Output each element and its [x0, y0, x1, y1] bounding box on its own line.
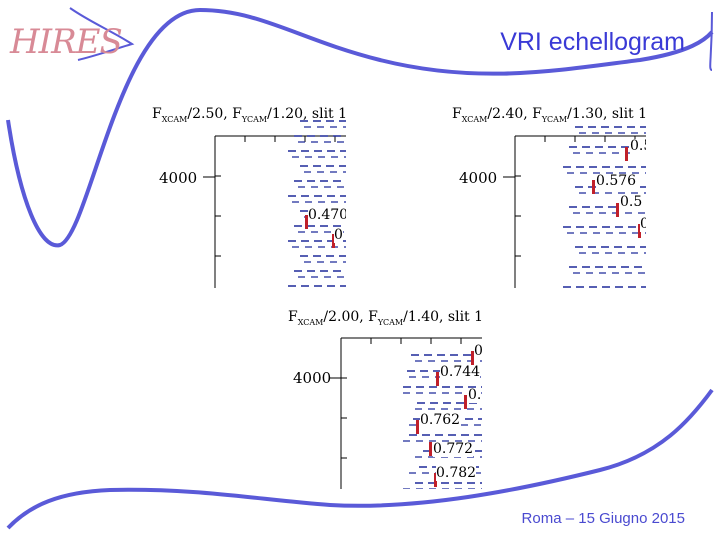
order-label: 0	[334, 227, 343, 243]
echellogram-plot	[503, 126, 646, 288]
echellogram-plot	[329, 337, 482, 489]
order-marker	[592, 180, 595, 194]
arrow-swoosh-curve	[69, 7, 135, 61]
order-marker	[416, 420, 419, 434]
panel-title: FXCAM/2.50, FYCAM/1.20, slit 11	[152, 106, 346, 124]
panel-title: FXCAM/2.00, FYCAM/1.40, slit 11	[288, 309, 482, 327]
order-label: 0.772	[433, 441, 474, 457]
order-marker	[332, 234, 335, 248]
y-tick-label: 4000	[459, 169, 498, 187]
order-marker	[434, 473, 437, 487]
echellogram-panel-2: FXCAM/2.40, FYCAM/1.30, slit 11 4000 0.5…	[450, 104, 646, 288]
order-label: 0.5	[630, 139, 646, 154]
order-marker	[625, 147, 628, 161]
order-marker	[464, 395, 467, 409]
order-marker	[436, 372, 439, 386]
y-tick-label: 4000	[159, 169, 198, 187]
order-label: 0	[474, 343, 482, 359]
order-marker	[305, 215, 308, 229]
order-label: 0.744	[440, 364, 481, 380]
right-swoosh-curve	[709, 11, 713, 71]
order-marker	[616, 203, 619, 217]
echellogram-plot	[203, 120, 346, 288]
order-label: 0.782	[436, 465, 477, 481]
bottom-swoosh-curve	[6, 388, 714, 530]
order-label: 0.470	[308, 208, 346, 223]
order-label: 0.5	[620, 194, 643, 210]
hires-logo: HIRES	[10, 22, 123, 62]
order-label: 0	[640, 217, 646, 232]
order-marker	[638, 224, 641, 238]
order-label: 0.576	[596, 173, 637, 189]
echellogram-panel-1: FXCAM/2.50, FYCAM/1.20, slit 11 4000 0.4…	[150, 104, 346, 288]
order-marker	[471, 351, 474, 365]
order-marker	[429, 442, 432, 456]
echellogram-panel-3: FXCAM/2.00, FYCAM/1.40, slit 11 4000 0 0…	[286, 303, 482, 489]
top-swoosh-curve	[6, 7, 714, 248]
footer-date: Roma – 15 Giugno 2015	[521, 510, 685, 527]
slide-title: VRI echellogram	[500, 28, 685, 56]
panel-title: FXCAM/2.40, FYCAM/1.30, slit 11	[452, 106, 646, 124]
order-label: 0.	[468, 387, 482, 403]
y-tick-label: 4000	[293, 369, 332, 387]
order-label: 0.762	[420, 412, 461, 428]
